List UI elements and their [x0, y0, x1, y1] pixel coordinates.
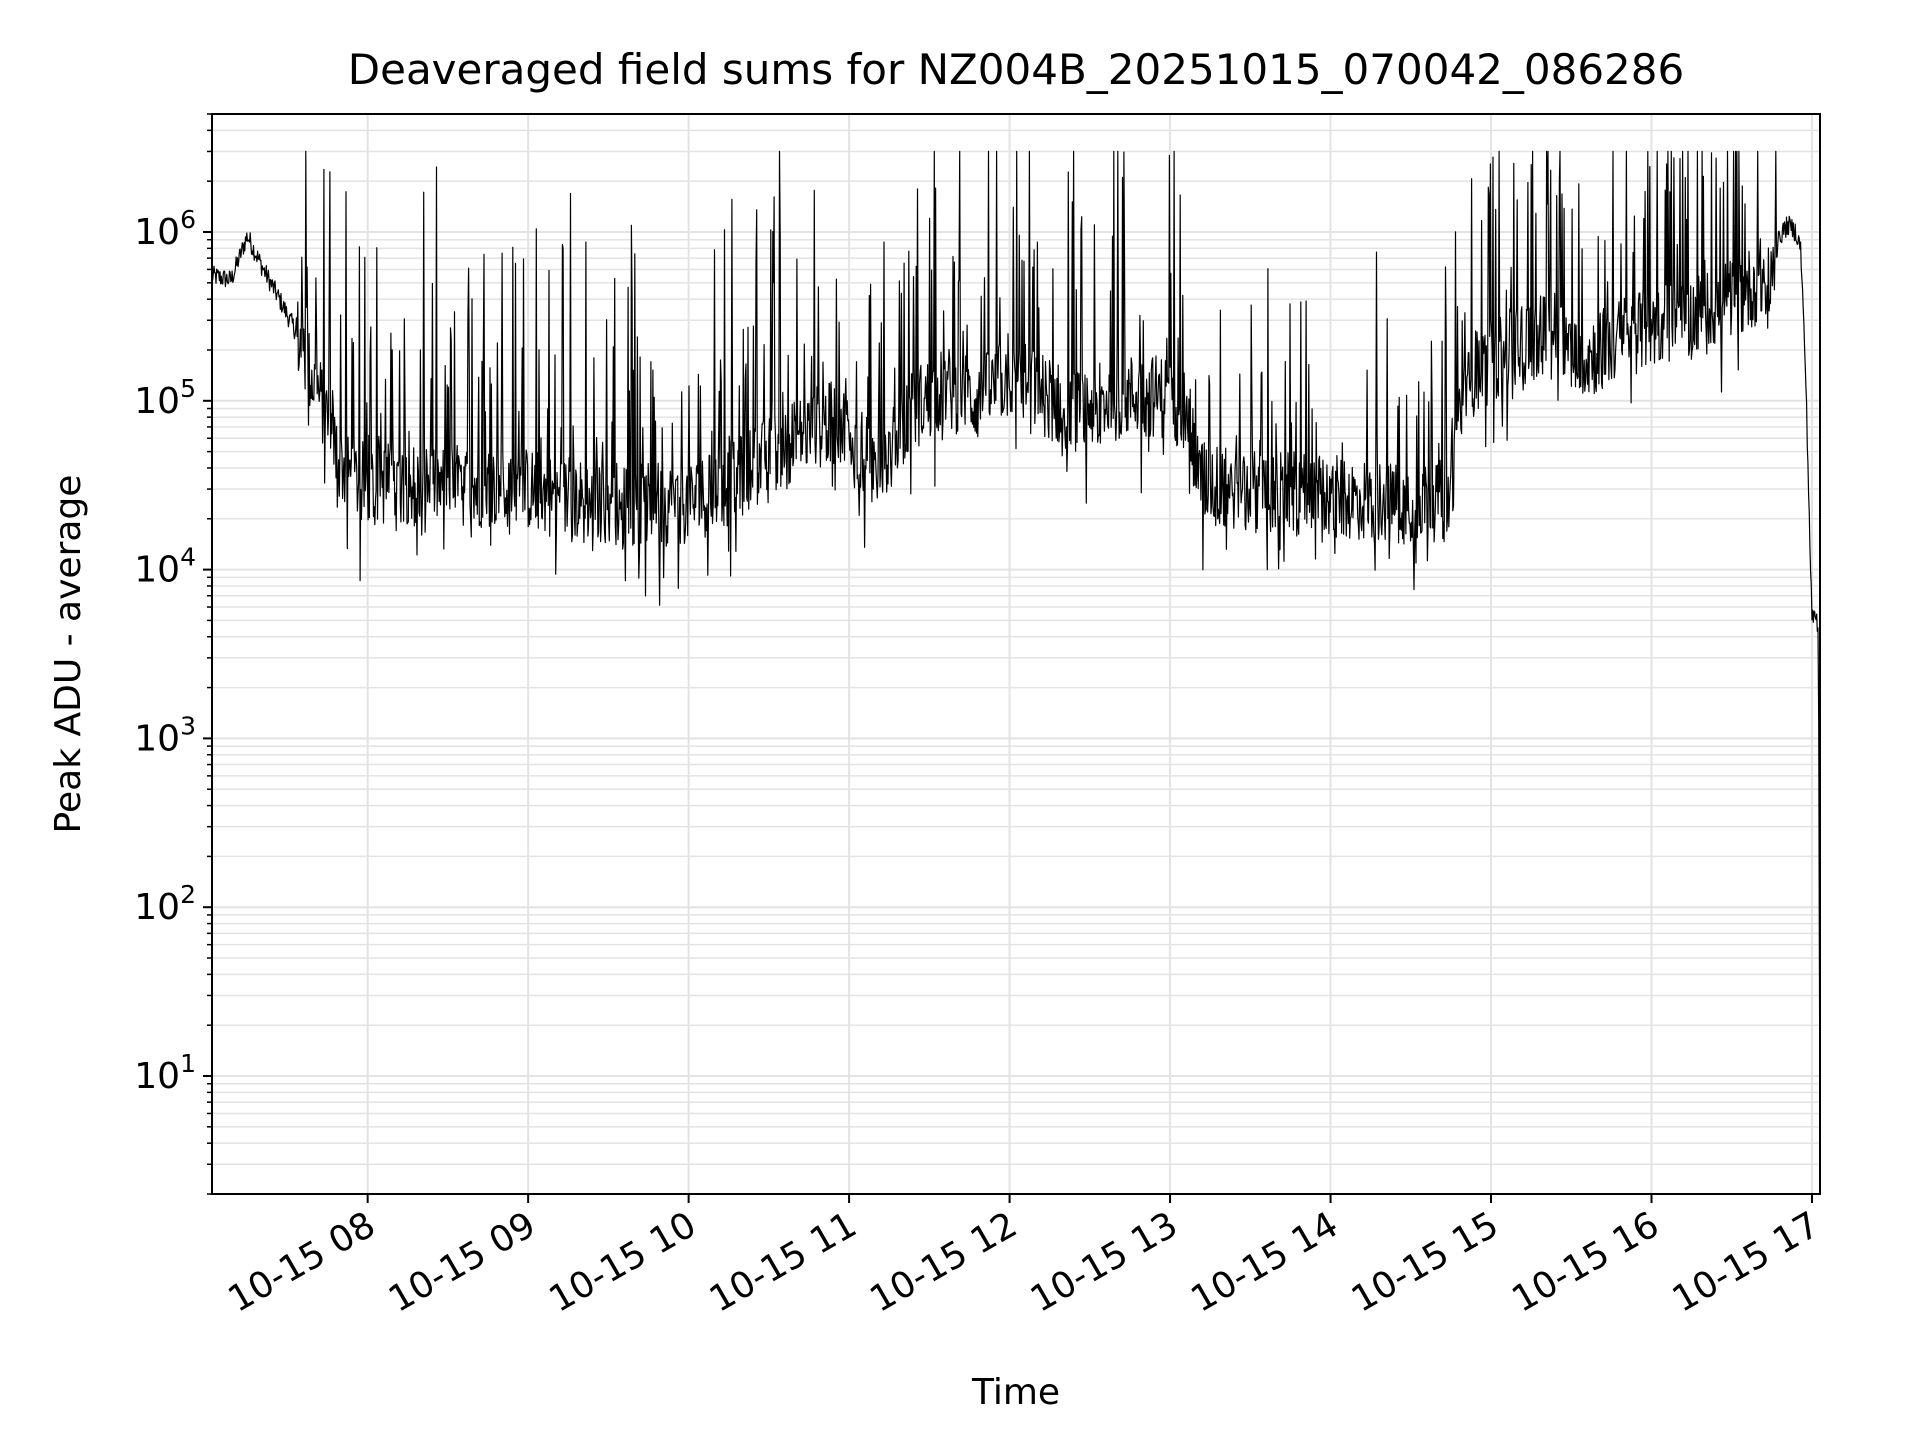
y-tick-label: 105	[134, 374, 196, 422]
y-tick-label: 106	[134, 205, 196, 253]
y-tick-label: 104	[134, 543, 196, 591]
data-series-line	[211, 150, 1821, 1150]
x-axis-label: Time	[971, 1372, 1060, 1413]
plot-frame	[211, 113, 1821, 1195]
plot-area	[211, 150, 1821, 1150]
y-tick-label: 103	[134, 711, 196, 759]
y-axis: 101 102 103 104 105 106	[134, 113, 212, 1195]
chart-title: Deaveraged field sums for NZ004B_2025101…	[348, 45, 1684, 94]
y-tick-label: 101	[134, 1049, 196, 1097]
y-tick-label: 102	[134, 880, 196, 928]
y-axis-label: Peak ADU - average	[48, 475, 89, 834]
